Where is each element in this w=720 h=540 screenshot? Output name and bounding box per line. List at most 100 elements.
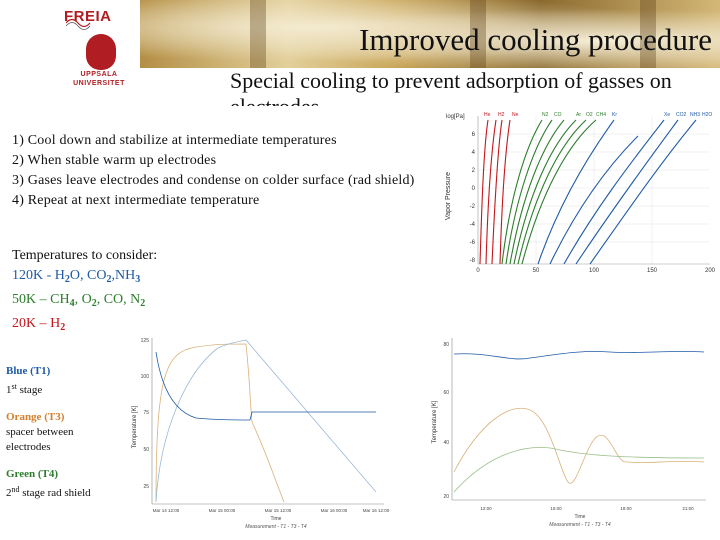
temp-20k: 20K – H2 [12, 316, 66, 333]
step-item: 4) Repeat at next intermediate temperatu… [12, 193, 260, 208]
svg-text:200: 200 [705, 268, 716, 274]
svg-text:15:00: 15:00 [550, 506, 562, 511]
vapor-curve-red [479, 119, 489, 265]
vapor-curve-blue [589, 119, 697, 265]
step-item: 3) Gases leave electrodes and condense o… [12, 173, 415, 188]
vapor-curve-green [505, 119, 553, 265]
temperatures-list: Temperatures to consider: 120K - H2O, CO… [12, 246, 252, 338]
svg-text:He: He [484, 112, 491, 118]
svg-text:2: 2 [472, 168, 476, 174]
vapor-curve-blue [575, 119, 679, 265]
svg-text:CO: CO [554, 112, 562, 118]
temperature-plot-right: Temperature [K] 80 60 40 20 12:00 15:00 … [432, 338, 706, 528]
svg-text:-4: -4 [470, 222, 476, 228]
svg-text:-2: -2 [470, 204, 476, 210]
right-plot-ylabel: Temperature [K] [432, 400, 438, 443]
uppsala-word: UPPSALA [80, 71, 118, 78]
sensor-legend: Blue (T1) 1st stage Orange (T3) spacer b… [6, 364, 116, 501]
left-plot-caption: Measurement - T1 - T3 - T4 [245, 524, 307, 530]
legend-green-desc: 2nd stage rad shield [6, 485, 91, 499]
left-plot-xlabel: Time [271, 516, 282, 522]
temperature-plot-left: Temperature [K] 125 100 75 50 25 Mar 14 … [132, 338, 390, 530]
vapor-unit-label: log[Pa] [446, 114, 465, 120]
svg-text:NH3: NH3 [690, 112, 700, 118]
svg-text:25: 25 [143, 484, 149, 490]
vapor-curve-blue [563, 119, 665, 265]
freia-logo-icon [66, 18, 91, 30]
left-series-orange [155, 343, 285, 503]
vapor-curve-green [509, 119, 565, 265]
svg-text:100: 100 [589, 268, 600, 274]
svg-text:0: 0 [472, 186, 476, 192]
svg-text:CH4: CH4 [596, 112, 606, 118]
universitet-word: UNIVERSITET [73, 80, 125, 87]
slide-subtitle: Special cooling to prevent adsorption of… [230, 68, 672, 106]
vapor-curve-green [513, 119, 577, 265]
vapor-pressure-chart: log[Pa] Vapor Pressure 6 4 2 0 -2 -4 -6 … [438, 106, 720, 276]
vapor-gas-labels: He H2 Ne N2 CO Ar O2 CH4 Kr Xe CO2 NH3 H… [484, 112, 712, 118]
vapor-curve-blue [549, 135, 639, 265]
vapor-y-ticks: 6 4 2 0 -2 -4 -6 -8 [470, 132, 476, 264]
vapor-curve-green [501, 119, 543, 265]
vapor-curve-green [517, 119, 587, 265]
right-series-orange [453, 408, 705, 484]
temp-120k: 120K - H2O, CO2,NH3 [12, 268, 141, 285]
banner-painting [140, 0, 720, 68]
svg-text:125: 125 [141, 338, 150, 344]
left-plot-x-ticks: Mar 14 12:00 Mar 15 00:00 Mar 15 12:00 M… [153, 508, 390, 513]
legend-orange-label: Orange (T3) [6, 411, 65, 423]
svg-text:Ar: Ar [576, 112, 581, 118]
svg-text:60: 60 [443, 390, 449, 396]
svg-text:Mar 16 12:00: Mar 16 12:00 [363, 508, 390, 513]
vapor-curves [479, 119, 697, 265]
slide-title: Improved cooling procedure [359, 22, 712, 57]
step-item: 2) When stable warm up electrodes [12, 153, 217, 168]
svg-text:50: 50 [533, 268, 540, 274]
left-series-blue [155, 351, 376, 421]
banner-fold [470, 0, 486, 68]
svg-text:20: 20 [443, 494, 449, 500]
svg-text:Mar 15 12:00: Mar 15 12:00 [265, 508, 292, 513]
legend-blue-label: Blue (T1) [6, 365, 51, 377]
svg-text:N2: N2 [542, 112, 549, 118]
svg-text:12:00: 12:00 [480, 506, 492, 511]
vapor-curve-blue [537, 119, 615, 265]
left-plot-ylabel: Temperature [K] [132, 405, 138, 448]
left-plot-y-ticks: 125 100 75 50 25 [141, 338, 150, 490]
svg-text:H2O: H2O [702, 112, 712, 118]
right-plot-caption: Measurement - T1 - T3 - T4 [549, 522, 611, 528]
vapor-curve-green [521, 119, 597, 265]
svg-text:O2: O2 [586, 112, 593, 118]
svg-text:Mar 16 00:00: Mar 16 00:00 [321, 508, 348, 513]
vapor-curve-red [499, 119, 511, 265]
legend-green-label: Green (T4) [6, 468, 59, 480]
svg-text:-8: -8 [470, 258, 476, 264]
legend-orange-desc: spacer between electrodes [6, 426, 74, 453]
banner-fold [640, 0, 656, 68]
legend-blue-desc: 1st stage [6, 382, 43, 396]
right-series-green [453, 447, 705, 493]
vapor-curve-red [491, 119, 503, 265]
svg-text:100: 100 [141, 374, 150, 380]
svg-text:0: 0 [476, 268, 480, 274]
vapor-ylabel: Vapor Pressure [445, 172, 452, 220]
uppsala-seal-icon [86, 34, 116, 70]
svg-text:21:00: 21:00 [682, 506, 694, 511]
svg-text:Xe: Xe [664, 112, 670, 118]
right-series-blue [453, 351, 705, 360]
svg-text:6: 6 [472, 132, 476, 138]
freia-logo-text: FREIA [64, 8, 112, 25]
svg-text:Kr: Kr [612, 112, 617, 118]
svg-text:4: 4 [472, 150, 476, 156]
temperatures-heading: Temperatures to consider: [12, 248, 158, 263]
right-plot-y-ticks: 80 60 40 20 [443, 342, 449, 500]
svg-text:50: 50 [143, 447, 149, 453]
svg-text:75: 75 [143, 410, 149, 416]
right-plot-xlabel: Time [575, 514, 586, 520]
banner-fold [250, 0, 266, 68]
left-series-green [155, 339, 377, 503]
vapor-curve-red [485, 119, 497, 265]
svg-text:40: 40 [443, 440, 449, 446]
temp-50k: 50K – CH4, O2, CO, N2 [12, 292, 146, 309]
procedure-steps: 1) Cool down and stabilize at intermedia… [12, 131, 427, 211]
